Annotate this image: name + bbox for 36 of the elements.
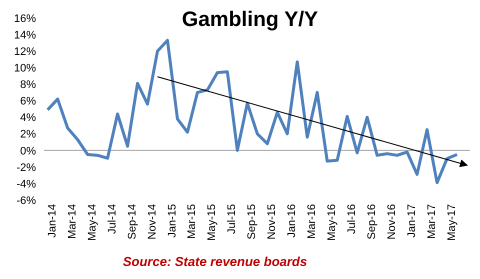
x-tick-label: Nov-15 [266,204,278,240]
y-tick-label: 6% [20,96,36,108]
x-tick-label: May-16 [326,204,338,241]
x-tick-label: Sep-15 [246,204,258,240]
x-tick-label: May-15 [206,204,218,241]
y-tick-label: 16% [14,12,36,25]
x-tick-label: Jan-15 [166,204,178,238]
x-tick-label: May-17 [446,204,458,241]
y-tick-label: 14% [14,29,36,42]
y-tick-label: 4% [20,112,36,124]
y-tick-label: 12% [14,46,36,58]
x-tick-label: Mar-17 [426,204,438,239]
x-tick-label: Jan-16 [286,204,298,238]
x-tick-label: Jan-17 [406,204,418,238]
x-tick-label: Sep-14 [126,204,138,240]
x-tick-label: May-14 [86,204,98,241]
line-series [46,38,459,184]
y-tick-label: 8% [20,79,36,92]
x-tick-label: Jul-16 [346,204,358,234]
x-tick-label: Jul-15 [226,204,238,234]
x-tick-label: Nov-14 [146,204,158,240]
x-tick-label: Mar-16 [306,204,318,239]
x-tick-label: Jan-14 [46,204,58,238]
source-note: Source: State revenue boards [122,254,308,269]
x-tick-label: Nov-16 [386,204,398,240]
x-tick-label: Mar-14 [66,204,78,239]
y-tick-label: -6% [16,194,36,207]
y-tick-label: 10% [14,62,36,75]
y-tick-label: 0% [20,145,36,158]
y-tick-label: -4% [16,178,36,190]
y-tick-label: 2% [20,128,36,141]
x-tick-label: Sep-16 [366,204,378,240]
y-tick-label: -2% [16,162,36,174]
x-tick-label: Jul-14 [106,204,118,234]
x-tick-label: Mar-15 [186,204,198,239]
chart-title: Gambling Y/Y [182,8,318,31]
